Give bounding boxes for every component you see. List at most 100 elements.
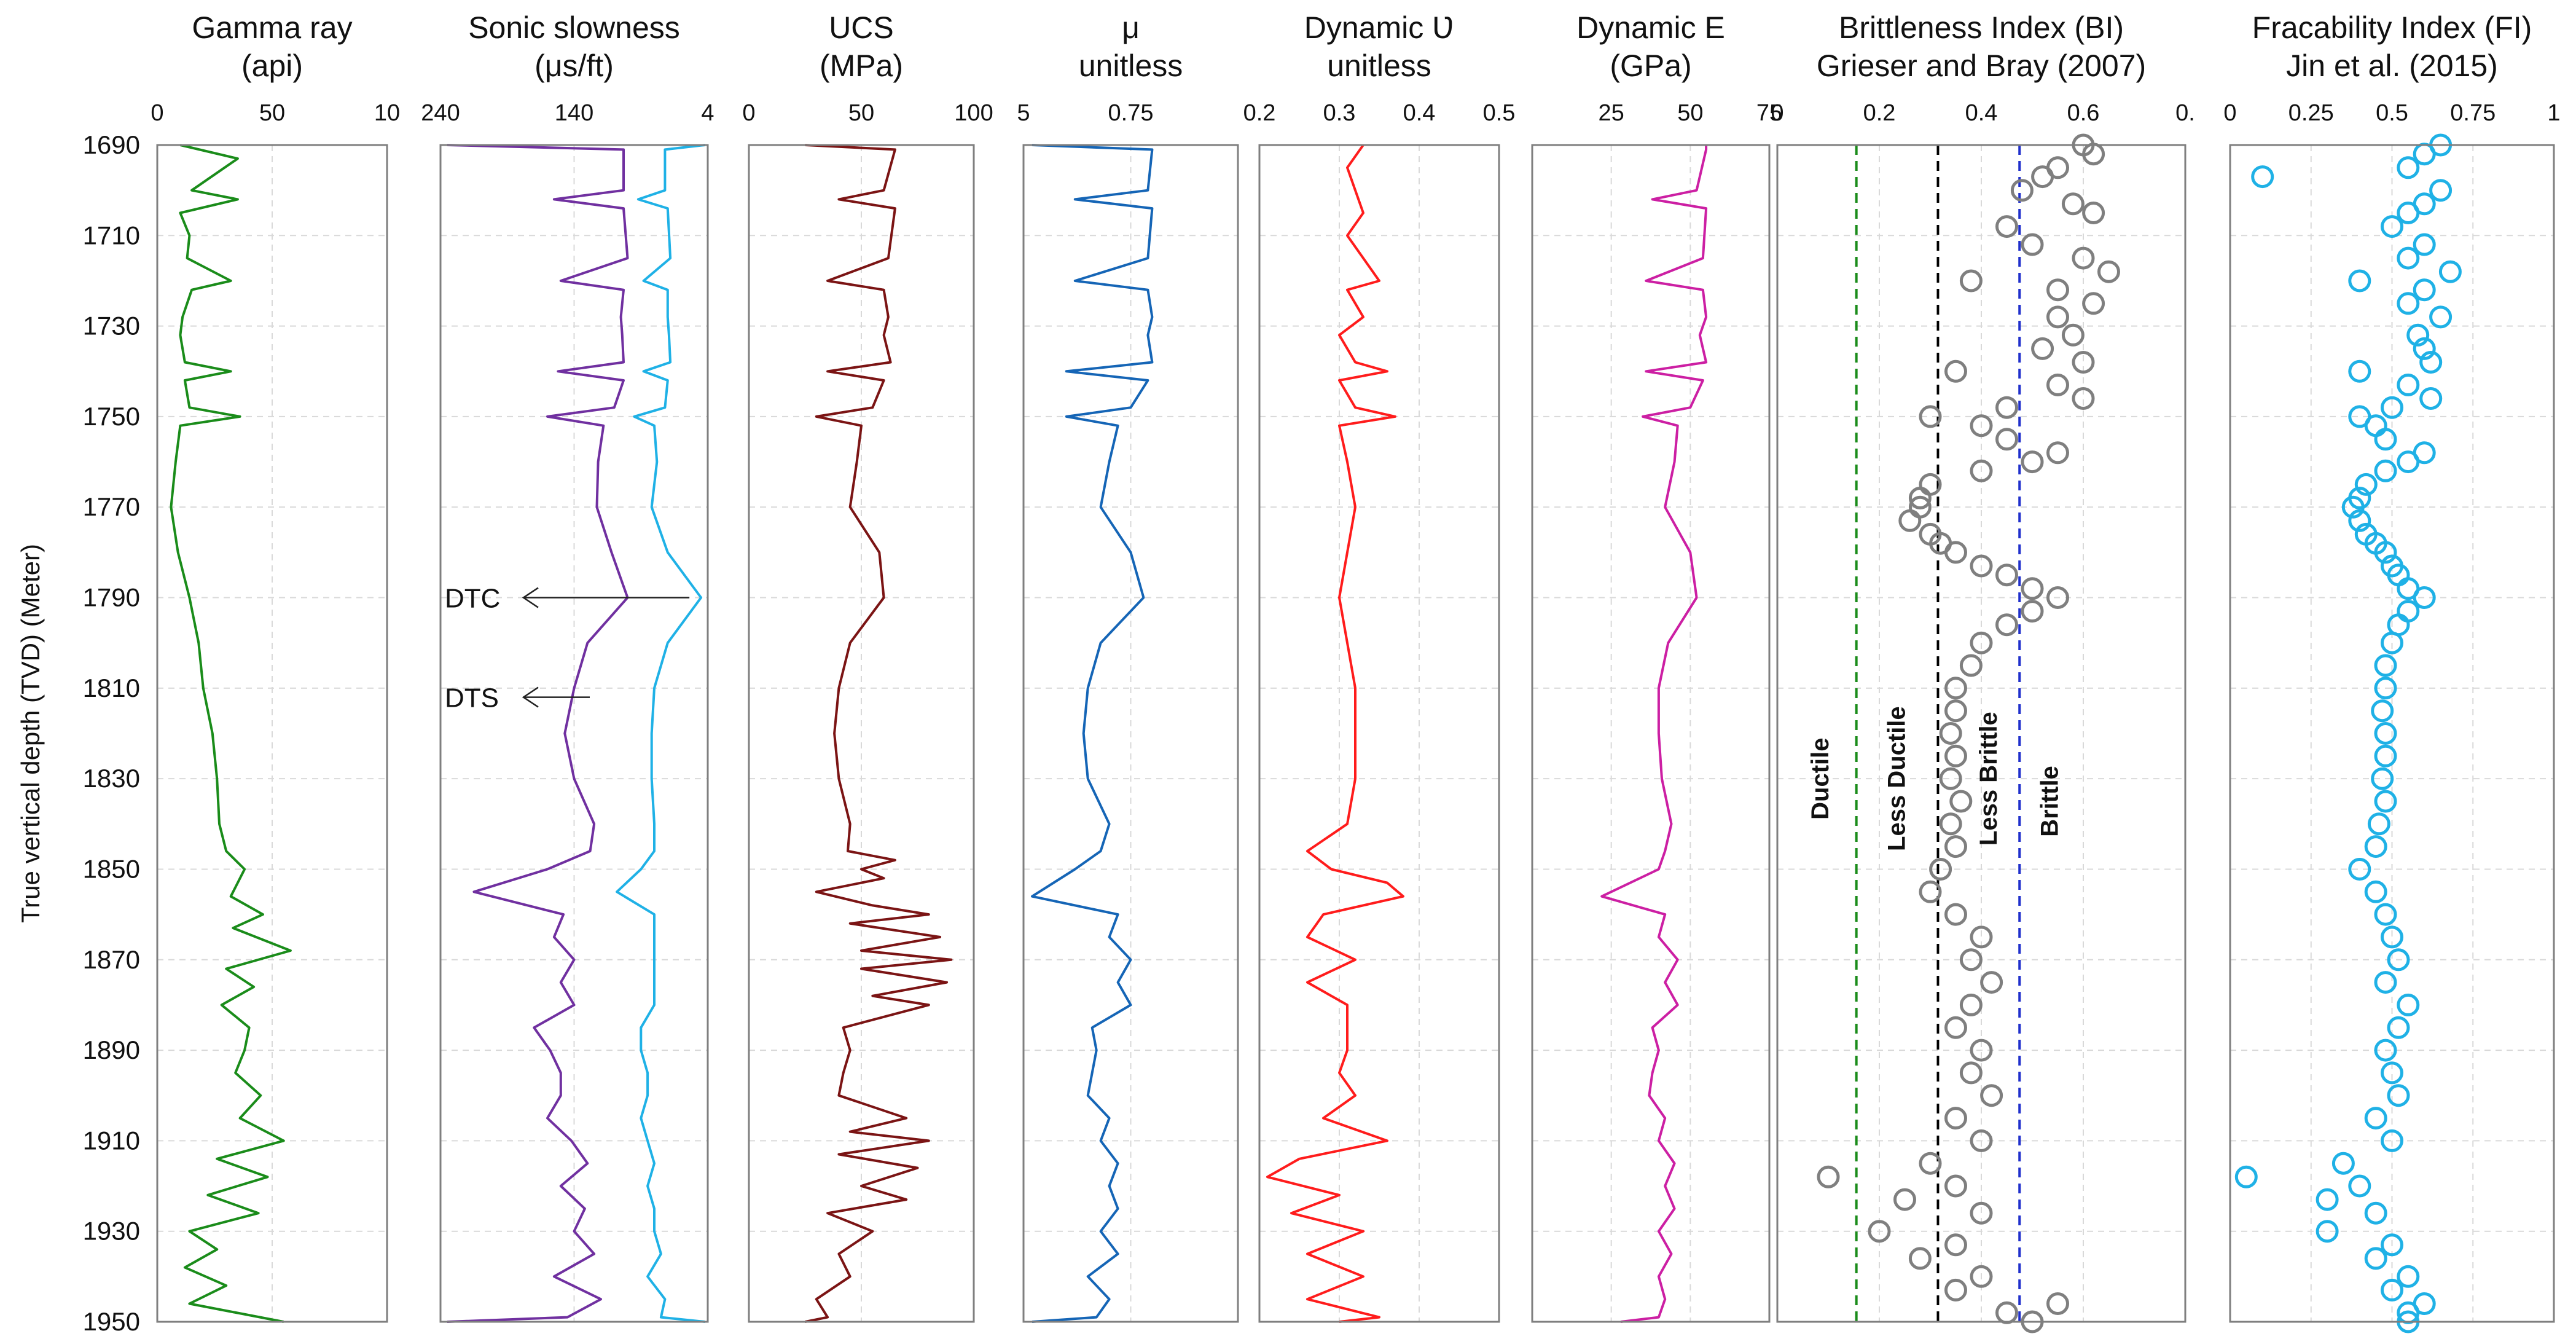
scatter-point (2072, 387, 2095, 410)
track-title-line: Fracability Index (FI) (2252, 10, 2532, 45)
scatter-point (1959, 1061, 1983, 1085)
track-frame (2229, 144, 2555, 1323)
scatter-point (2387, 1084, 2410, 1107)
track-tick-label: 4 (701, 100, 714, 126)
scatter-point (1817, 1165, 1840, 1188)
scatter-point (2381, 1233, 2403, 1257)
scatter-point (2046, 373, 2069, 396)
scatter-point (1970, 459, 1993, 482)
scatter-point (2021, 450, 2044, 474)
scatter-point (2397, 993, 2420, 1016)
scatter-point (2316, 1188, 2339, 1211)
scatter-point (2429, 179, 2453, 202)
depth-tick-label: 1770 (83, 492, 140, 521)
series-line-dynamic (1266, 144, 1404, 1323)
scatter-point (2397, 600, 2420, 623)
scatter-point (1944, 677, 1967, 700)
scatter-point (2348, 269, 2371, 293)
track-tick-label: 0 (742, 100, 755, 126)
scatter-point (2419, 387, 2443, 410)
track-tick-label: 140 (555, 100, 593, 126)
depth-tick-label: 1710 (83, 221, 140, 249)
series-line-gamma-ray (170, 144, 292, 1323)
scatter-point (2413, 586, 2436, 609)
scatter-point (2046, 586, 2069, 609)
scatter-point (2010, 179, 2034, 202)
scatter-point (2413, 278, 2436, 302)
scatter-point (2364, 1247, 2387, 1270)
scatter-point (2413, 337, 2436, 360)
scatter-point (2021, 233, 2044, 256)
track-nu: Dynamic Ʋ unitless 0.2 0.3 0.4 0.5 (1243, 10, 1515, 1323)
scatter-point (2413, 233, 2436, 256)
track-title-line: (MPa) (820, 49, 903, 83)
scatter-point (1980, 1084, 2003, 1107)
scatter-point (1919, 880, 1942, 903)
scatter-point (2381, 215, 2403, 238)
scatter-point (1980, 971, 2003, 994)
scatter-point (1944, 744, 1967, 768)
scatter-point (1944, 359, 1967, 383)
scatter-point (2072, 351, 2095, 374)
scatter-point (2381, 396, 2403, 419)
track-title-line: unitless (1327, 49, 1431, 83)
scatter-point (1919, 1152, 1942, 1175)
scatter-point (2061, 323, 2085, 347)
scatter-point (2374, 677, 2397, 700)
scatter-point (2371, 767, 2394, 790)
scatter-point (2097, 260, 2120, 283)
zone-label-ductile: Ductile (1807, 737, 1834, 819)
scatter-point (2397, 450, 2420, 474)
scatter-point (2374, 428, 2397, 451)
scatter-point (1944, 1233, 1967, 1257)
scatter-point (2397, 156, 2420, 179)
scatter-point (2364, 414, 2387, 438)
scatter-point (2348, 858, 2371, 881)
depth-axis-label: True vertical depth (TVD) (Meter) (16, 544, 45, 923)
track-tick-label: 50 (848, 100, 874, 126)
scatter-point (2082, 292, 2105, 315)
scatter-point (1970, 554, 1993, 578)
track-title-line: (api) (241, 49, 303, 83)
zone-label-less-brittle: Less Brittle (1975, 712, 2002, 846)
track-tick-label: 75 (1756, 100, 1782, 126)
depth-tick-label: 1870 (83, 945, 140, 974)
annotation-dtc: DTC (445, 584, 689, 614)
depth-tick-label: 1730 (83, 312, 140, 340)
scatter-point (2046, 278, 2069, 302)
series-line-dtc (616, 144, 705, 1323)
scatter-point (1995, 428, 2018, 451)
scatter-point (2381, 1129, 2403, 1152)
scatter-point (1970, 1129, 1993, 1152)
track-title-line: Gamma ray (192, 10, 352, 45)
zone-label-less-ductile: Less Ductile (1884, 706, 1911, 851)
track-title-line: Dynamic E (1576, 10, 1725, 45)
track-tick-label: 25 (1599, 100, 1624, 126)
scatter-point (2397, 1265, 2420, 1288)
scatter-point (1939, 812, 1962, 836)
scatter-point (1995, 613, 2018, 637)
track-frame (1776, 144, 2186, 1323)
depth-tick-label: 1790 (83, 583, 140, 612)
depth-axis: 1690 1710 1730 1750 1770 1790 1810 1830 1850 1870… (16, 130, 140, 1336)
track-frame (748, 144, 975, 1323)
track-tick-label: 0.25 (2288, 100, 2334, 126)
depth-tick-label: 1930 (83, 1217, 140, 1246)
depth-tick-label: 1690 (83, 130, 140, 159)
scatter-point (1939, 767, 1962, 790)
scatter-point (2374, 1039, 2397, 1062)
track-gamma: Gamma ray (api) 0 50 10 (151, 10, 400, 1323)
scatter-point (1970, 1265, 1993, 1288)
track-tick-label: 1 (2547, 100, 2560, 126)
scatter-point (2381, 631, 2403, 654)
scatter-point (2374, 459, 2397, 482)
series-line- (1031, 144, 1154, 1323)
track-tick-label: 5 (1017, 100, 1030, 126)
track-bi: Ductile Less Ductile Less Brittle Brittle Br… (1771, 10, 2195, 1333)
track-e: Dynamic E (GPa) 25 50 75 (1531, 10, 1782, 1323)
annotation-arrowhead (522, 686, 539, 708)
track-tick-label: 0.75 (2450, 100, 2496, 126)
scatter-point (2367, 812, 2390, 836)
scatter-point (1995, 563, 2018, 587)
